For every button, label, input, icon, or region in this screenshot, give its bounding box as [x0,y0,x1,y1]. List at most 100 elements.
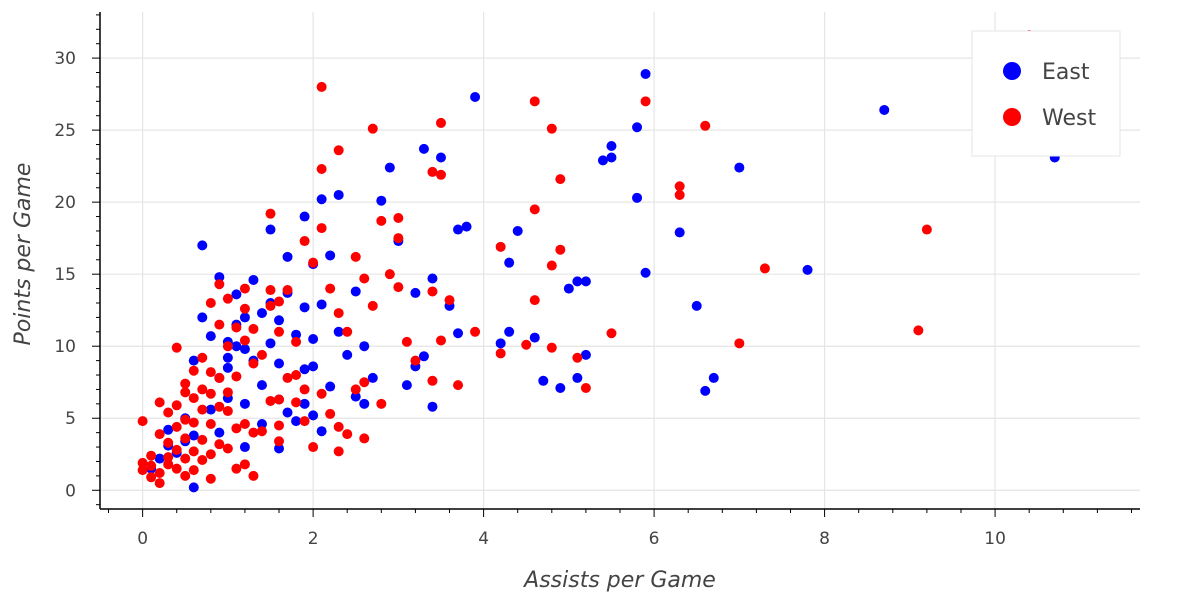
point-west [265,285,276,296]
point-east [632,122,643,133]
point-west [274,420,285,431]
x-tick-label: 8 [819,529,830,549]
x-tick-label: 10 [984,529,1006,549]
point-west [163,407,174,418]
point-west [282,372,293,383]
point-west [325,283,336,294]
point-west [265,395,276,406]
point-west [316,388,327,399]
point-east [708,372,719,383]
point-west [308,257,319,268]
point-east [418,351,429,362]
point-west [171,444,182,455]
point-west [197,384,208,395]
point-west [248,323,259,334]
point-west [921,224,932,235]
point-east [640,267,651,278]
point-west [205,473,216,484]
point-east [453,328,464,339]
point-east [308,334,319,345]
point-west [239,335,250,346]
y-tick-label: 25 [54,121,76,141]
point-west [350,251,361,262]
point-east [197,240,208,251]
point-east [239,344,250,355]
point-east [580,349,591,360]
point-west [265,208,276,219]
x-tick-label: 4 [478,529,489,549]
point-east [580,276,591,287]
point-east [418,143,429,154]
point-west [435,117,446,128]
point-east [282,407,293,418]
point-west [393,233,404,244]
point-west [529,96,540,107]
point-east [188,482,199,493]
point-west [180,414,191,425]
y-tick-label: 20 [54,193,76,213]
point-west [580,382,591,393]
point-east [231,341,242,352]
point-west [248,470,259,481]
point-west [521,339,532,350]
point-west [256,426,267,437]
point-west [205,449,216,460]
point-east [504,257,515,268]
x-axis-title: Assists per Game [522,568,716,593]
point-west [700,120,711,131]
y-tick-label: 10 [54,337,76,357]
point-east [214,427,225,438]
point-west [572,352,583,363]
point-east [299,398,310,409]
point-west [205,419,216,430]
point-west [231,463,242,474]
point-east [154,453,165,464]
point-west [180,378,191,389]
point-west [231,423,242,434]
point-east [274,358,285,369]
point-east [316,194,327,205]
point-east [691,300,702,311]
point-east [350,391,361,402]
point-east [453,224,464,235]
point-west [214,401,225,412]
x-tick-label: 0 [137,529,148,549]
point-east [291,329,302,340]
point-east [299,364,310,375]
point-west [376,215,387,226]
point-east [384,162,395,173]
point-west [231,322,242,333]
point-west [197,404,208,415]
point-east [325,381,336,392]
point-east [435,152,446,163]
point-east [205,404,216,415]
y-axis-title: Points per Game [11,163,36,346]
point-east [529,332,540,343]
point-east [282,251,293,262]
point-east [239,312,250,323]
point-west [274,436,285,447]
point-west [529,204,540,215]
y-tick-label: 0 [65,481,76,501]
point-west [222,387,233,398]
point-east [734,162,745,173]
point-east [274,443,285,454]
point-east [674,227,685,238]
point-west [734,338,745,349]
point-west [222,443,233,454]
point-east [350,286,361,297]
point-east [555,382,566,393]
point-east [316,299,327,310]
point-west [180,387,191,398]
point-east [700,385,711,396]
point-west [674,181,685,192]
point-west [239,283,250,294]
point-west [222,293,233,304]
point-west [333,446,344,457]
point-west [239,419,250,430]
point-east [367,372,378,383]
point-east [256,419,267,430]
point-west [299,416,310,427]
point-west [546,260,557,271]
